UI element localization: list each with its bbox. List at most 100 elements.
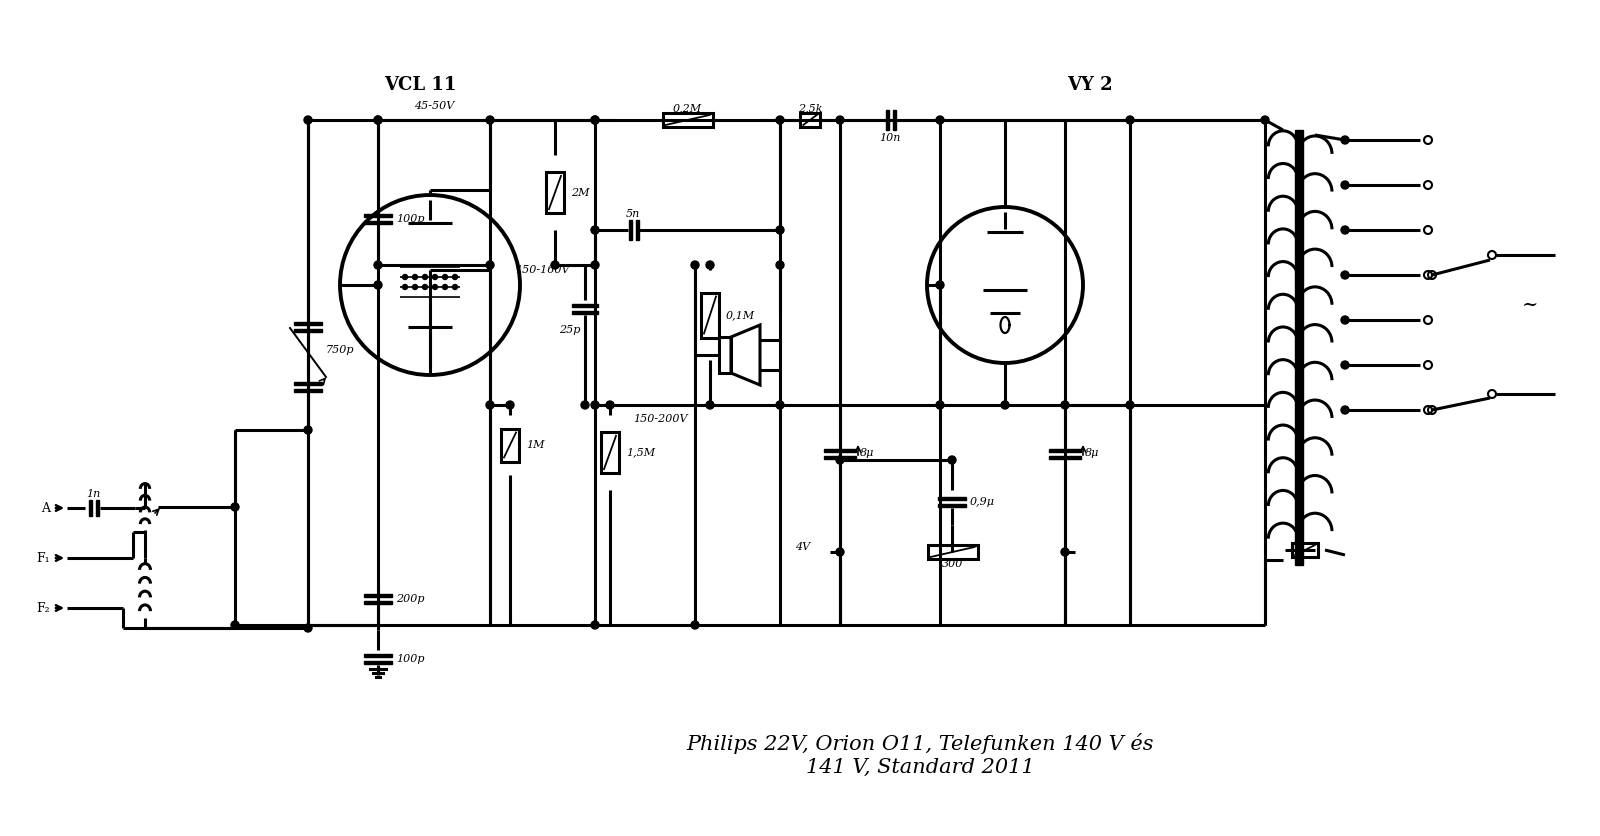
Circle shape <box>1341 406 1349 414</box>
Circle shape <box>403 284 408 289</box>
Bar <box>365 600 392 604</box>
Circle shape <box>947 456 957 464</box>
Bar <box>365 654 392 656</box>
Bar <box>928 545 978 559</box>
Text: 100p: 100p <box>397 654 424 664</box>
Text: 150-160V: 150-160V <box>515 265 570 275</box>
Bar <box>294 389 322 391</box>
Text: 1M: 1M <box>526 440 544 450</box>
Circle shape <box>413 274 418 279</box>
Circle shape <box>581 401 589 409</box>
Circle shape <box>422 284 427 289</box>
Circle shape <box>422 274 427 279</box>
Text: 150-200V: 150-200V <box>632 414 688 424</box>
Circle shape <box>835 456 845 464</box>
Circle shape <box>374 261 382 269</box>
Circle shape <box>691 261 699 269</box>
Circle shape <box>403 274 408 279</box>
Circle shape <box>590 621 598 629</box>
Text: 8μ: 8μ <box>1085 448 1099 458</box>
Circle shape <box>374 116 382 124</box>
Text: 0,2M: 0,2M <box>674 103 702 113</box>
Bar <box>573 303 598 307</box>
Text: 25p: 25p <box>558 325 579 335</box>
Bar <box>546 172 563 213</box>
Circle shape <box>606 401 614 409</box>
Bar <box>365 213 392 217</box>
Bar <box>88 500 91 516</box>
Circle shape <box>230 503 238 511</box>
Text: 750p: 750p <box>326 345 355 355</box>
Circle shape <box>413 284 418 289</box>
Circle shape <box>706 261 714 269</box>
Text: 0,1M: 0,1M <box>726 310 755 320</box>
Bar <box>635 220 638 240</box>
Circle shape <box>776 401 784 409</box>
Circle shape <box>1341 316 1349 324</box>
Circle shape <box>776 116 784 124</box>
Circle shape <box>691 621 699 629</box>
Text: 1,5M: 1,5M <box>626 447 654 457</box>
Bar <box>893 110 896 130</box>
Circle shape <box>1126 401 1134 409</box>
Circle shape <box>590 401 598 409</box>
Text: F₁: F₁ <box>37 552 50 564</box>
Circle shape <box>506 401 514 409</box>
Bar <box>501 429 518 461</box>
Bar <box>1050 448 1082 451</box>
Bar <box>294 381 322 385</box>
Text: 4V: 4V <box>795 542 810 552</box>
Bar <box>938 497 966 499</box>
Text: 2,5k: 2,5k <box>798 103 822 113</box>
Text: ~: ~ <box>1522 296 1538 314</box>
Circle shape <box>443 274 448 279</box>
Bar <box>718 337 731 373</box>
Text: F₂: F₂ <box>37 601 50 614</box>
Circle shape <box>374 116 382 124</box>
Bar <box>96 500 99 516</box>
Circle shape <box>432 274 437 279</box>
Circle shape <box>1341 181 1349 189</box>
Text: 5n: 5n <box>626 209 640 219</box>
Circle shape <box>1261 116 1269 124</box>
Bar <box>629 220 632 240</box>
Circle shape <box>1341 226 1349 234</box>
Text: 200p: 200p <box>397 594 424 604</box>
Bar <box>1293 543 1318 557</box>
Circle shape <box>936 281 944 289</box>
Circle shape <box>590 261 598 269</box>
Circle shape <box>706 401 714 409</box>
Bar <box>800 113 819 127</box>
Text: A: A <box>42 502 50 514</box>
Circle shape <box>1341 361 1349 369</box>
Circle shape <box>374 281 382 289</box>
Circle shape <box>486 401 494 409</box>
Text: VY 2: VY 2 <box>1067 76 1114 94</box>
Circle shape <box>443 284 448 289</box>
Bar <box>602 432 619 473</box>
Bar <box>885 110 888 130</box>
Circle shape <box>453 274 458 279</box>
Circle shape <box>590 116 598 124</box>
Bar <box>824 456 856 458</box>
Bar <box>1294 130 1302 565</box>
Bar <box>824 448 856 451</box>
Circle shape <box>1061 401 1069 409</box>
Bar <box>365 221 392 223</box>
Bar <box>938 503 966 507</box>
Circle shape <box>550 261 558 269</box>
Circle shape <box>230 621 238 629</box>
Text: 300: 300 <box>942 559 963 569</box>
Bar <box>662 113 712 127</box>
Circle shape <box>936 116 944 124</box>
Text: 2M: 2M <box>571 187 589 197</box>
Text: VCL 11: VCL 11 <box>384 76 456 94</box>
Bar <box>573 310 598 314</box>
Circle shape <box>1126 116 1134 124</box>
Bar <box>365 594 392 597</box>
Circle shape <box>835 548 845 556</box>
Bar <box>365 660 392 664</box>
Text: 8μ: 8μ <box>861 448 874 458</box>
Circle shape <box>304 116 312 124</box>
Text: 10n: 10n <box>880 133 901 143</box>
